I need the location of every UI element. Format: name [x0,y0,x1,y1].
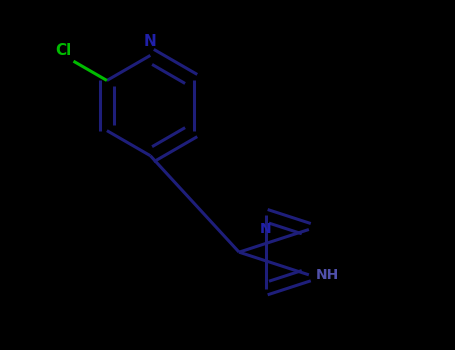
Text: N: N [260,222,272,236]
Text: N: N [144,34,157,49]
Text: Cl: Cl [56,43,71,58]
Text: NH: NH [316,268,339,282]
